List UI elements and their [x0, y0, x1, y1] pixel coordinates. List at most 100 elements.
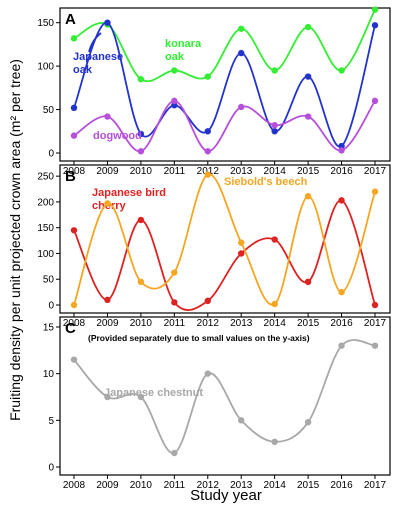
data-point-dogwood: [271, 122, 278, 129]
data-point-japanese-chestnut: [238, 417, 245, 424]
x-tick-label: 2012: [197, 318, 220, 329]
y-tick-label: 0: [48, 149, 54, 160]
data-point-japanese-oak: [238, 49, 245, 57]
data-point-dogwood: [371, 97, 379, 105]
series-label-japanese-chestnut: Japanese chestnut: [104, 387, 203, 399]
x-tick-label: 2009: [96, 480, 119, 491]
y-tick-label: 100: [37, 249, 54, 260]
y-tick-label: 50: [43, 105, 55, 116]
data-point-japanese-oak: [204, 128, 211, 135]
y-tick-label: 100: [37, 62, 54, 73]
x-tick-label: 2014: [264, 480, 287, 491]
x-tick-label: 2011: [164, 166, 186, 177]
data-point-japanese-bird-cherry: [371, 301, 379, 309]
data-point-japanese-oak: [104, 19, 111, 26]
data-point-konara-oak: [204, 73, 211, 80]
x-tick-label: 2009: [96, 166, 119, 177]
y-tick-label: 150: [37, 223, 54, 234]
data-point-konara-oak: [304, 23, 312, 31]
x-tick-label: 2015: [297, 166, 320, 177]
panel-note: (Provided separately due to small values…: [88, 333, 310, 343]
x-tick-label: 2011: [164, 480, 186, 491]
x-tick-label: 2011: [164, 318, 186, 329]
panel-c: C 0 5 10 15 2008 2009 2010 2011 2012 2013 2014 2015 2…: [43, 316, 391, 491]
panel-frame: [59, 7, 391, 162]
data-point-japanese-oak: [371, 22, 379, 29]
panels: A 0 50 100 150 2008 2009 2010 2011 2012 2013 2014 20…: [37, 6, 391, 491]
series-line-japanese-chestnut: [73, 339, 376, 454]
x-tick-label: 2008: [63, 318, 86, 329]
data-point-japanese-bird-cherry: [238, 250, 245, 257]
series-label-line: oak: [165, 51, 185, 63]
series-label-japanese-oak: Japanese oak: [73, 51, 123, 76]
data-point-konara-oak: [271, 67, 278, 74]
data-point-siebold-s-beech: [70, 301, 78, 309]
data-point-dogwood: [171, 97, 178, 105]
x-tick-label: 2010: [130, 318, 153, 329]
data-point-japanese-chestnut: [137, 393, 145, 401]
x-tick-label: 2015: [297, 480, 320, 491]
data-point-dogwood: [338, 147, 345, 154]
panel-letter: C: [65, 320, 76, 337]
x-tick-label: 2008: [63, 480, 86, 491]
data-point-japanese-bird-cherry: [338, 197, 345, 204]
panel-b: B 0 50 100 150 200 250 2008 2009 2010 2011 2012 2013…: [37, 164, 391, 329]
series-line-dogwood: [73, 99, 376, 153]
x-axis-title: Study year: [190, 487, 262, 504]
x-tick-label: 2009: [96, 318, 119, 329]
x-tick-label: 2016: [330, 480, 353, 491]
y-axis-title: Fruiting density per unit projected crow…: [7, 59, 23, 421]
y-tick-label: 0: [48, 463, 54, 474]
data-point-japanese-bird-cherry: [70, 227, 78, 234]
series-label-siebold-s-beech: Siebold's beech: [224, 176, 308, 188]
data-point-siebold-s-beech: [271, 300, 278, 308]
series-label-line: oak: [73, 64, 93, 76]
data-point-japanese-bird-cherry: [204, 297, 211, 305]
data-point-dogwood: [104, 113, 111, 120]
series-label-line: Japanese: [73, 51, 123, 63]
y-tick-label: 50: [43, 275, 55, 286]
x-tick-label: 2013: [230, 480, 253, 491]
data-point-siebold-s-beech: [137, 278, 145, 286]
data-point-japanese-bird-cherry: [271, 236, 278, 243]
data-point-japanese-chestnut: [304, 419, 312, 426]
data-point-japanese-chestnut: [204, 370, 211, 377]
x-tick-label: 2013: [230, 318, 253, 329]
panel-letter: A: [65, 11, 76, 28]
data-point-japanese-bird-cherry: [137, 216, 145, 224]
data-point-dogwood: [204, 148, 211, 155]
x-tick-label: 2016: [330, 318, 353, 329]
data-point-konara-oak: [171, 67, 178, 74]
data-point-japanese-oak: [70, 104, 78, 112]
series-line-japanese-oak: [73, 21, 376, 148]
series-label-line: Siebold's beech: [224, 176, 308, 188]
series-label-dogwood: dogwood: [93, 130, 142, 142]
series-label-konara-oak: konara oak: [165, 38, 202, 63]
data-point-dogwood: [70, 132, 78, 139]
data-point-konara-oak: [70, 35, 78, 42]
x-tick-label: 2012: [197, 480, 220, 491]
data-point-japanese-bird-cherry: [171, 299, 178, 306]
data-point-konara-oak: [338, 67, 345, 74]
data-point-siebold-s-beech: [304, 193, 312, 200]
data-point-japanese-chestnut: [171, 449, 178, 457]
data-point-siebold-s-beech: [238, 239, 245, 246]
y-tick-label: 0: [48, 301, 54, 312]
series-label-line: konara: [165, 38, 202, 50]
data-point-japanese-oak: [137, 130, 145, 138]
panel-a: A050100150200820092010201120122013201420…: [37, 6, 391, 177]
data-point-dogwood: [137, 148, 145, 155]
data-point-konara-oak: [238, 25, 245, 32]
data-point-japanese-bird-cherry: [304, 278, 312, 286]
panel-letter: B: [65, 168, 76, 185]
data-point-japanese-chestnut: [70, 356, 78, 363]
series-label-line: dogwood: [93, 130, 142, 142]
x-tick-label: 2014: [264, 318, 287, 329]
label-leader-japanese-oak: [88, 32, 102, 53]
data-point-japanese-chestnut: [271, 438, 278, 445]
x-tick-label: 2008: [63, 166, 86, 177]
data-point-dogwood: [238, 103, 245, 111]
data-point-japanese-chestnut: [371, 342, 379, 349]
